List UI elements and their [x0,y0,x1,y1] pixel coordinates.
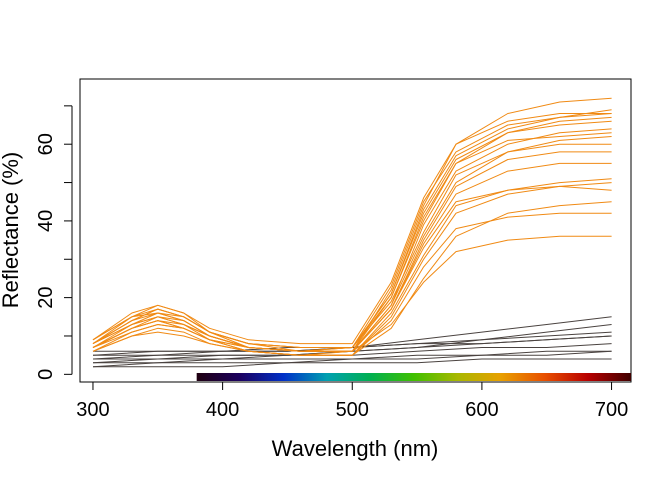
spectrum-line [92,350,612,368]
spectrum-line [92,201,612,356]
spectrum-line [92,178,612,356]
spectrum-line [92,128,612,352]
x-tick-label: 500 [336,399,369,421]
x-tick-label: 400 [206,399,239,421]
spectra-layer [92,97,612,368]
y-tick-label: 60 [35,133,57,155]
spectrum-line [92,113,612,345]
spectrum-line [92,132,612,356]
y-tick-label: 20 [35,286,57,308]
x-axis: 300 400 500 600 700 [76,381,628,421]
x-axis-label: Wavelength (nm) [272,436,439,461]
spectrum-line [92,162,612,352]
spectrum-line [93,358,612,368]
spectrum-line [93,331,612,352]
spectrum-line [93,350,612,364]
x-tick-label: 600 [465,399,498,421]
spectrum-line [92,151,612,352]
colorbar-strip [196,373,631,381]
colorbar [196,373,631,381]
spectrum-line [92,120,612,348]
y-axis-label: Reflectance (%) [0,152,23,309]
spectrum-line [92,113,612,348]
x-tick-label: 700 [595,399,628,421]
y-tick-label: 40 [35,210,57,232]
y-tick-label: 0 [35,369,57,380]
orange-spectra-group [92,97,612,356]
x-tick-label: 300 [76,399,109,421]
plot-box [79,78,632,383]
spectrum-line [92,182,612,356]
y-axis: 0 20 40 60 [35,105,73,380]
spectrum-line [92,109,612,352]
